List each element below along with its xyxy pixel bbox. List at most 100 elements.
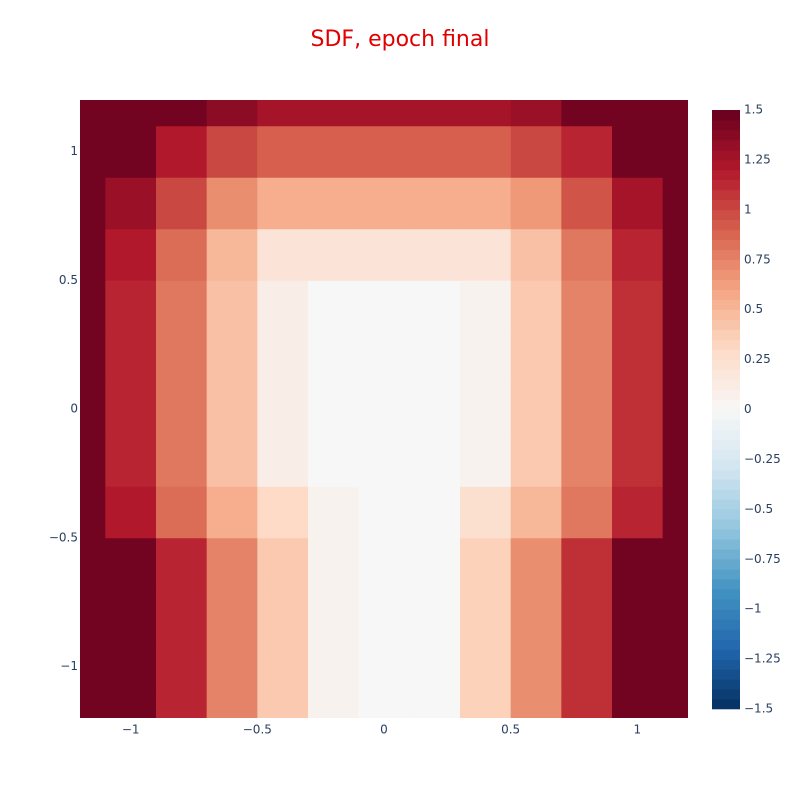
colorbar-band bbox=[712, 179, 740, 191]
contour-cell bbox=[156, 692, 208, 718]
colorbar-tick-label: −0.5 bbox=[744, 502, 773, 516]
colorbar-band bbox=[712, 339, 740, 350]
contour-cell bbox=[156, 589, 208, 642]
colorbar-band bbox=[712, 689, 740, 700]
contour-cell bbox=[156, 177, 208, 230]
contour-cell bbox=[409, 280, 461, 333]
colorbar-band bbox=[712, 309, 740, 320]
contour-cell bbox=[409, 177, 461, 230]
x-tick-label: 0.5 bbox=[501, 723, 520, 737]
colorbar-band bbox=[712, 439, 740, 450]
contour-cell bbox=[308, 331, 360, 384]
colorbar-band bbox=[712, 239, 740, 251]
colorbar-band bbox=[712, 629, 740, 640]
colorbar-band bbox=[712, 129, 740, 141]
contour-cell bbox=[612, 177, 664, 230]
contour-cell bbox=[409, 692, 461, 718]
x-tick-label: −1 bbox=[122, 723, 140, 737]
contour-cell bbox=[206, 640, 258, 693]
colorbar-tick-label: 1 bbox=[744, 202, 752, 216]
contour-cell bbox=[460, 589, 512, 642]
contour-cell bbox=[80, 125, 106, 178]
contour-cell bbox=[460, 383, 512, 436]
colorbar-band bbox=[712, 569, 740, 580]
contour-cell bbox=[358, 640, 410, 693]
colorbar-band bbox=[712, 429, 740, 440]
contour-cell bbox=[662, 228, 688, 281]
colorbar-band bbox=[712, 369, 740, 380]
contour-cell bbox=[105, 383, 157, 436]
contour-cell bbox=[80, 100, 106, 127]
colorbar-band bbox=[712, 189, 740, 201]
contour-cell bbox=[409, 537, 461, 590]
contour-cell bbox=[156, 640, 208, 693]
contour-cell bbox=[308, 125, 360, 178]
colorbar-band bbox=[712, 289, 740, 300]
contour-cell bbox=[612, 280, 664, 333]
contour-cell bbox=[561, 125, 613, 178]
contour-cell bbox=[105, 100, 157, 127]
contour-cell bbox=[257, 177, 309, 230]
contour-cell bbox=[409, 383, 461, 436]
contour-cell bbox=[460, 640, 512, 693]
contour-cell bbox=[308, 589, 360, 642]
contour-cell bbox=[510, 228, 562, 281]
contour-cell bbox=[409, 100, 461, 127]
colorbar-band bbox=[712, 329, 740, 340]
contour-cell bbox=[612, 125, 664, 178]
colorbar-band bbox=[712, 649, 740, 660]
colorbar-band bbox=[712, 489, 740, 500]
contour-cell bbox=[510, 434, 562, 487]
colorbar-band bbox=[712, 209, 740, 221]
contour-cell bbox=[105, 640, 157, 693]
contour-cell bbox=[156, 486, 208, 539]
contour-cell bbox=[358, 589, 410, 642]
contour-cell bbox=[257, 125, 309, 178]
colorbar-band bbox=[712, 509, 740, 520]
contour-cell bbox=[156, 125, 208, 178]
contour-cell bbox=[308, 434, 360, 487]
colorbar-band bbox=[712, 219, 740, 231]
contour-cell bbox=[662, 331, 688, 384]
contour-cell bbox=[561, 331, 613, 384]
contour-cell bbox=[105, 177, 157, 230]
colorbar-band bbox=[712, 549, 740, 560]
contour-cell bbox=[561, 692, 613, 718]
contour-cell bbox=[257, 486, 309, 539]
colorbar-band bbox=[712, 699, 740, 710]
contour-cell bbox=[561, 589, 613, 642]
contour-cell bbox=[358, 692, 410, 718]
colorbar-band bbox=[712, 349, 740, 360]
contour-cell bbox=[308, 228, 360, 281]
contour-cell bbox=[561, 486, 613, 539]
contour-cell bbox=[358, 434, 410, 487]
contour-cell bbox=[510, 383, 562, 436]
colorbar-band bbox=[712, 199, 740, 211]
colorbar-band bbox=[712, 249, 740, 261]
contour-cell bbox=[257, 280, 309, 333]
contour-cell bbox=[80, 589, 106, 642]
contour-cell bbox=[612, 331, 664, 384]
contour-cell bbox=[105, 434, 157, 487]
contour-cell bbox=[561, 228, 613, 281]
x-tick-label: 0 bbox=[380, 723, 388, 737]
contour-cell bbox=[80, 177, 106, 230]
contour-cell bbox=[206, 692, 258, 718]
contour-cell bbox=[510, 331, 562, 384]
contour-cell bbox=[409, 640, 461, 693]
contour-cell bbox=[257, 692, 309, 718]
contour-cell bbox=[510, 692, 562, 718]
contour-cell bbox=[80, 383, 106, 436]
colorbar-tick-label: −1 bbox=[744, 602, 762, 616]
colorbar-band bbox=[712, 319, 740, 330]
contour-cell bbox=[80, 537, 106, 590]
contour-cell bbox=[80, 486, 106, 539]
colorbar-band bbox=[712, 169, 740, 181]
contour-cell bbox=[561, 177, 613, 230]
colorbar-band bbox=[712, 259, 740, 271]
contour-cell bbox=[510, 589, 562, 642]
contour-cell bbox=[612, 537, 664, 590]
contour-cell bbox=[409, 589, 461, 642]
contour-cell bbox=[156, 100, 208, 127]
